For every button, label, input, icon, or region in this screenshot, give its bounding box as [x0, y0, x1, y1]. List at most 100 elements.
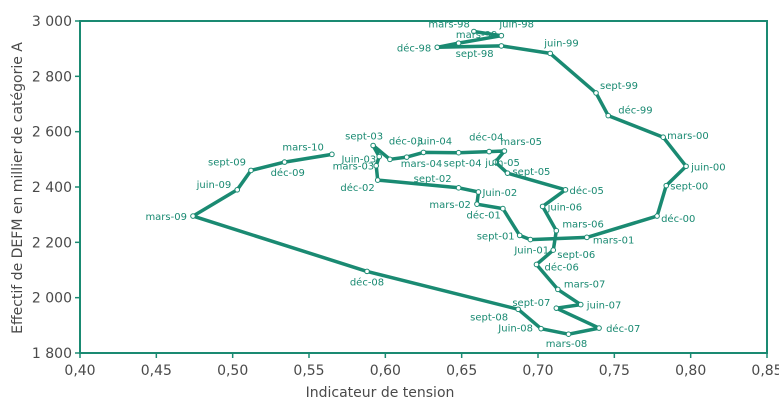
x-tick-label: 0,55: [293, 363, 324, 379]
data-point: [455, 40, 462, 46]
data-point: [553, 227, 560, 234]
point-labels: mars-98 juin-98 sept-98 déc-98 mars-99 juin-9…: [145, 20, 725, 351]
data-point: [498, 43, 505, 49]
point-label: mars-07: [564, 279, 606, 290]
point-label: sept-06: [557, 250, 595, 261]
point-label: mars-98: [428, 20, 470, 31]
data-point: [474, 201, 480, 207]
point-label: mars-04: [401, 159, 443, 170]
point-label: mars-00: [667, 131, 709, 142]
data-point: [364, 268, 370, 275]
data-point: [547, 50, 554, 57]
point-label: juin-98: [498, 20, 534, 31]
x-tick-label: 0,60: [370, 363, 401, 379]
x-tick-label: 0,50: [217, 363, 248, 379]
y-tick-label: 3 000: [32, 14, 72, 30]
point-label: déc-03: [389, 135, 423, 147]
y-tick-label: 2 600: [32, 125, 72, 141]
y-tick-label: 2 000: [32, 291, 72, 307]
point-label: Juin-08: [497, 324, 533, 335]
point-label: déc-05: [569, 185, 603, 197]
point-label: mars-08: [546, 339, 588, 350]
point-label: juin-99: [543, 38, 579, 49]
point-label: Juin-01: [513, 246, 549, 257]
point-label: sept-07: [512, 298, 550, 309]
x-tick-label: 0,75: [599, 363, 630, 379]
data-point: [420, 149, 427, 156]
x-tick-label: 0,45: [141, 363, 172, 379]
data-point: [374, 177, 381, 183]
y-tick-label: 2 200: [32, 235, 72, 251]
data-point: [455, 149, 462, 156]
data-point: [376, 153, 383, 160]
data-point: [373, 162, 379, 169]
data-point: [550, 247, 557, 253]
point-label: mars-03: [333, 162, 375, 173]
point-label: sept-00: [670, 182, 708, 193]
data-point: [538, 325, 544, 332]
data-point: [533, 261, 540, 268]
x-axis-title: Indicateur de tension: [306, 385, 455, 401]
y-axis-title: Effectif de DEFM en millier de catégorie…: [10, 42, 26, 334]
data-point: [654, 213, 660, 219]
point-label: mars-09: [145, 212, 187, 223]
data-point: [504, 170, 511, 176]
point-label: mars-99: [456, 30, 498, 41]
data-point: [605, 112, 612, 119]
point-label: sept-04: [444, 159, 482, 170]
data-point: [498, 32, 505, 39]
point-label: Juin-02: [481, 188, 517, 199]
point-label: juin-06: [547, 202, 583, 213]
data-point: [434, 44, 441, 51]
y-axis-ticks: 1 800 2 000 2 200 2 400 2 600 2 800 3 000: [32, 14, 80, 362]
point-label: sept-08: [470, 312, 508, 323]
x-tick-label: 0,80: [675, 363, 706, 379]
point-label: déc-08: [350, 276, 384, 288]
x-axis-ticks: 0,40 0,45 0,50 0,55 0,60 0,65 0,70 0,75 0,80 0,85: [64, 353, 779, 379]
data-point: [596, 325, 602, 331]
data-point: [234, 186, 241, 193]
point-label: mars-05: [500, 137, 542, 148]
data-point: [555, 286, 561, 293]
y-tick-label: 2 400: [32, 180, 72, 196]
point-label: sept-03: [345, 132, 383, 143]
data-point: [539, 203, 546, 210]
point-label: mars-10: [282, 142, 324, 153]
point-label: juin-00: [690, 162, 726, 173]
data-point: [329, 151, 335, 158]
data-point: [492, 159, 499, 165]
series-layer: [190, 28, 689, 337]
point-label: déc-98: [397, 42, 431, 54]
data-point: [593, 90, 599, 96]
y-tick-label: 1 800: [32, 346, 72, 362]
point-label: déc-01: [467, 210, 501, 222]
point-label: Juin-03: [340, 155, 376, 166]
point-label: déc-06: [544, 261, 578, 273]
data-point: [562, 186, 569, 193]
point-label: déc-04: [469, 132, 503, 144]
data-point: [370, 142, 376, 149]
y-tick-label: 2 800: [32, 69, 72, 85]
point-label: mars-06: [562, 220, 604, 231]
point-label: déc-00: [661, 213, 695, 225]
data-point: [248, 167, 254, 174]
point-label: sept-98: [456, 49, 494, 60]
x-tick-label: 0,65: [446, 363, 477, 379]
point-label: juin-07: [586, 301, 622, 312]
data-point: [455, 185, 462, 191]
point-label: juin-05: [484, 158, 520, 169]
x-tick-label: 0,85: [751, 363, 779, 379]
data-point: [500, 205, 506, 212]
data-point: [663, 182, 670, 189]
data-point: [527, 236, 534, 243]
point-label: déc-09: [271, 167, 305, 179]
data-point: [387, 156, 393, 163]
x-tick-label: 0,70: [522, 363, 553, 379]
point-label: sept-02: [414, 174, 452, 185]
data-point: [190, 213, 196, 219]
data-point: [281, 159, 288, 165]
point-label: sept-99: [600, 81, 638, 92]
point-label: mars-02: [429, 200, 471, 211]
point-label: sept-05: [512, 167, 550, 178]
point-label: sept-09: [208, 157, 246, 168]
